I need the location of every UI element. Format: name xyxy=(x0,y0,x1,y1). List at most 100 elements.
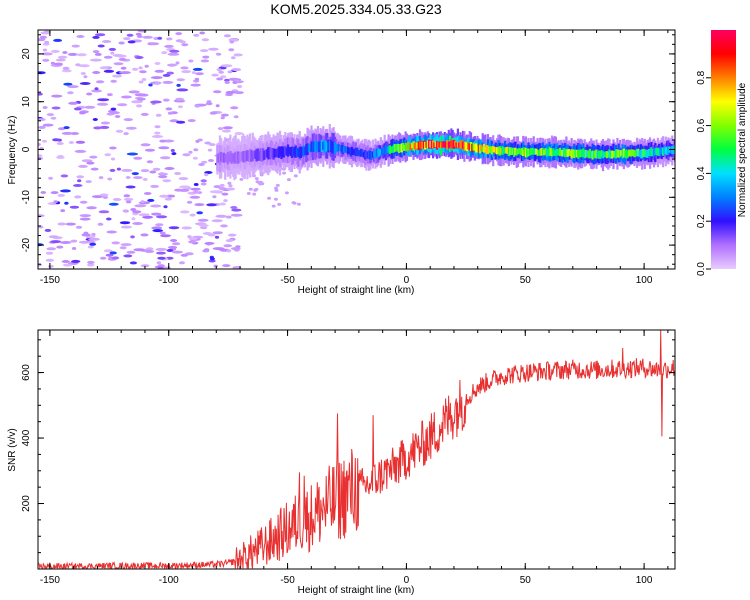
noise-speckle xyxy=(186,200,193,204)
noise-speckle xyxy=(271,204,276,208)
signal-trace-segment xyxy=(541,148,544,155)
signal-trace-segment xyxy=(466,143,469,152)
noise-speckle xyxy=(162,179,172,183)
signal-trace-segment xyxy=(658,148,661,156)
signal-trace-segment xyxy=(383,146,386,154)
noise-speckle xyxy=(232,266,242,269)
signal-trace-segment xyxy=(628,149,631,157)
noise-speckle xyxy=(200,226,208,230)
noise-speckle xyxy=(77,179,82,183)
spectrogram-x-ticks: -150 -100 -50 0 50 100 xyxy=(40,30,669,286)
signal-trace-segment xyxy=(276,148,279,158)
signal-trace-segment xyxy=(473,144,476,151)
noise-speckle xyxy=(228,48,235,52)
signal-trace-segment xyxy=(573,149,576,158)
noise-speckle xyxy=(200,49,209,53)
noise-speckle xyxy=(154,62,161,65)
signal-trace-segment xyxy=(664,147,667,154)
noise-speckle xyxy=(171,152,177,156)
noise-speckle xyxy=(134,204,147,208)
noise-speckle xyxy=(167,111,173,115)
noise-speckle xyxy=(63,82,73,86)
noise-speckle xyxy=(162,73,171,77)
colorbar-tick-label: 0.4 xyxy=(696,166,707,180)
noise-speckle xyxy=(190,83,201,87)
noise-speckle xyxy=(79,111,86,115)
signal-trace-segment xyxy=(237,151,240,164)
signal-trace-segment xyxy=(557,149,560,155)
noise-speckle xyxy=(38,154,43,158)
signal-trace-segment xyxy=(503,148,507,154)
noise-speckle xyxy=(119,221,131,225)
noise-speckle xyxy=(42,123,54,127)
noise-speckle xyxy=(171,250,183,254)
signal-trace-segment xyxy=(420,140,423,150)
signal-trace-segment xyxy=(452,140,456,149)
signal-trace-segment xyxy=(592,150,595,159)
signal-trace-segment xyxy=(458,142,461,149)
signal-trace-segment xyxy=(520,147,524,156)
signal-trace-segment xyxy=(382,147,385,155)
y-tick-label: 600 xyxy=(21,364,32,381)
noise-speckle xyxy=(154,125,161,129)
signal-trace-segment xyxy=(417,141,420,151)
y-tick-label: 0 xyxy=(21,146,32,152)
noise-speckle xyxy=(220,116,225,120)
noise-speckle xyxy=(51,94,63,98)
noise-speckle xyxy=(75,225,83,229)
snr-panel: -150 -100 -50 0 50 100 200 400 600 Height of st… xyxy=(7,329,676,596)
noise-speckle xyxy=(180,210,190,214)
signal-trace-segment xyxy=(590,151,593,159)
signal-trace-segment xyxy=(591,150,594,160)
noise-speckle xyxy=(57,55,68,59)
x-tick-label: 50 xyxy=(520,275,532,286)
signal-trace-segment xyxy=(656,147,659,156)
noise-speckle xyxy=(273,197,278,201)
noise-speckle xyxy=(142,35,153,39)
noise-speckle xyxy=(44,228,52,232)
signal-trace-segment xyxy=(262,148,265,161)
signal-trace-segment xyxy=(603,152,606,158)
signal-trace-segment xyxy=(254,150,257,159)
signal-trace-segment xyxy=(398,144,401,153)
noise-speckle xyxy=(60,174,69,178)
noise-speckle xyxy=(193,183,199,186)
signal-trace-segment xyxy=(250,149,253,162)
signal-trace-segment xyxy=(348,148,351,155)
noise-speckle xyxy=(132,67,139,71)
signal-trace-segment xyxy=(643,149,646,157)
noise-speckle xyxy=(232,81,238,85)
noise-speckle xyxy=(155,247,168,251)
signal-trace-segment xyxy=(514,147,517,156)
noise-speckle xyxy=(213,185,221,189)
signal-trace-segment xyxy=(488,147,491,153)
signal-trace-segment xyxy=(613,150,616,158)
signal-trace-segment xyxy=(352,149,355,155)
noise-speckle xyxy=(89,58,102,62)
noise-speckle xyxy=(209,190,222,194)
noise-speckle xyxy=(126,152,139,156)
noise-speckle xyxy=(97,98,110,102)
noise-speckle xyxy=(214,235,220,239)
noise-speckle xyxy=(71,44,80,48)
noise-speckle xyxy=(193,33,200,37)
signal-trace-segment xyxy=(269,147,273,159)
signal-trace-segment xyxy=(506,146,509,155)
figure-title: KOM5.2025.334.05.33.G23 xyxy=(270,1,441,17)
signal-trace-segment xyxy=(326,143,329,151)
noise-speckle xyxy=(227,181,232,185)
signal-trace-segment xyxy=(632,149,635,156)
signal-trace-segment xyxy=(662,147,665,156)
noise-speckle xyxy=(267,196,272,200)
signal-trace-segment xyxy=(626,150,629,158)
noise-speckle xyxy=(159,231,166,235)
noise-speckle xyxy=(140,233,149,237)
noise-speckle xyxy=(174,172,182,175)
noise-speckle xyxy=(205,102,213,106)
signal-trace-segment xyxy=(375,148,378,157)
noise-speckle xyxy=(168,226,180,230)
signal-trace-segment xyxy=(273,149,276,158)
noise-speckle xyxy=(172,242,181,246)
noise-speckle xyxy=(120,225,132,229)
